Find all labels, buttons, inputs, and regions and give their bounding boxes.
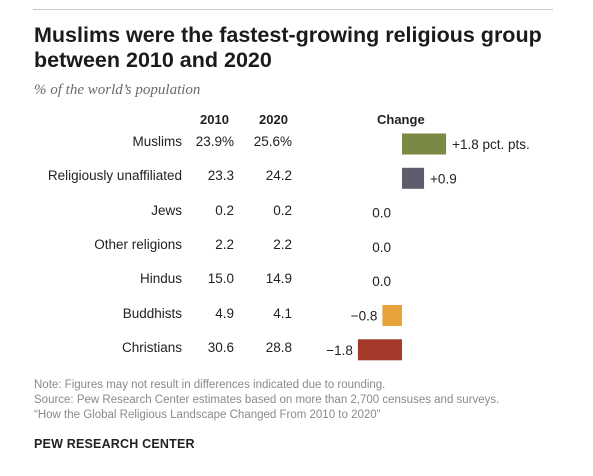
value-2020: 0.2 bbox=[273, 202, 292, 218]
change-bar bbox=[402, 167, 425, 189]
organization-name: PEW RESEARCH CENTER bbox=[34, 437, 195, 451]
top-rule bbox=[33, 9, 553, 10]
chart-subtitle: % of the world’s population bbox=[34, 82, 201, 98]
row-label: Other religions bbox=[94, 236, 182, 252]
column-header-2020: 2020 bbox=[259, 112, 288, 127]
source-text: Source: Pew Research Center estimates ba… bbox=[34, 394, 500, 406]
value-2020: 4.1 bbox=[273, 305, 292, 321]
value-2020: 24.2 bbox=[265, 168, 292, 184]
row-label: Buddhists bbox=[122, 305, 182, 321]
change-bar bbox=[382, 305, 402, 326]
report-title-text: “How the Global Religious Landscape Chan… bbox=[34, 409, 381, 421]
value-2020: 14.9 bbox=[265, 271, 292, 287]
table-row: Buddhists 4.9 4.1 bbox=[0, 306, 593, 326]
table-row: Other religions 2.2 2.2 bbox=[0, 237, 593, 257]
value-2010: 23.9% bbox=[195, 134, 234, 149]
table-row: Jews 0.2 0.2 bbox=[0, 203, 593, 223]
change-label: +1.8 pct. pts. bbox=[452, 137, 530, 152]
row-label: Christians bbox=[121, 339, 182, 355]
value-2010: 30.6 bbox=[207, 339, 234, 355]
change-bar bbox=[402, 133, 447, 155]
value-2020: 2.2 bbox=[273, 236, 292, 252]
change-bar bbox=[357, 339, 402, 361]
column-header-change: Change bbox=[377, 112, 425, 127]
note-text: Note: Figures may not result in differen… bbox=[34, 379, 386, 391]
value-2010: 23.3 bbox=[207, 168, 234, 184]
row-label: Religiously unaffiliated bbox=[47, 168, 182, 184]
change-label: 0.0 bbox=[372, 240, 391, 255]
value-2010: 0.2 bbox=[215, 202, 234, 218]
table-row: Hindus 15.0 14.9 bbox=[0, 271, 593, 291]
change-label: 0.0 bbox=[372, 274, 391, 289]
row-label: Jews bbox=[151, 202, 182, 218]
change-label: −0.8 bbox=[351, 309, 378, 324]
change-label: −1.8 bbox=[326, 343, 353, 358]
row-label: Hindus bbox=[139, 271, 182, 287]
chart-notes: Note: Figures may not result in differen… bbox=[34, 378, 499, 423]
column-header-2010: 2010 bbox=[200, 112, 229, 127]
change-label: 0.0 bbox=[372, 206, 391, 221]
value-2010: 4.9 bbox=[215, 305, 234, 321]
value-2010: 15.0 bbox=[207, 271, 234, 287]
change-label: +0.9 bbox=[430, 171, 457, 186]
chart-title: Muslims were the fastest-growing religio… bbox=[34, 23, 542, 72]
table-row: Religiously unaffiliated 23.3 24.2 bbox=[0, 168, 593, 188]
table-row: Christians 30.6 28.8 bbox=[0, 340, 593, 360]
value-2020: 28.8 bbox=[265, 339, 292, 355]
value-2010: 2.2 bbox=[215, 236, 234, 252]
row-label: Muslims bbox=[132, 134, 183, 149]
table-row: Muslims 23.9% 25.6% bbox=[0, 134, 593, 154]
value-2020: 25.6% bbox=[253, 134, 292, 149]
